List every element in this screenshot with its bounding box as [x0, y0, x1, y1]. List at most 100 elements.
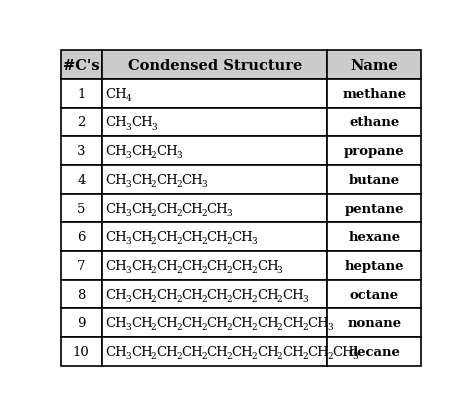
Text: CH: CH — [181, 202, 203, 215]
Text: hexane: hexane — [348, 231, 400, 244]
Text: Name: Name — [351, 59, 398, 72]
Text: 2: 2 — [227, 323, 232, 332]
Text: 3: 3 — [302, 294, 307, 303]
Text: CH: CH — [307, 345, 329, 358]
Text: 2: 2 — [151, 208, 157, 217]
Text: CH: CH — [156, 231, 178, 244]
Text: 3: 3 — [125, 151, 131, 160]
Text: CH: CH — [156, 345, 178, 358]
Text: nonane: nonane — [347, 316, 401, 330]
Text: 9: 9 — [77, 316, 86, 330]
Text: 3: 3 — [125, 208, 131, 217]
Text: ethane: ethane — [349, 116, 400, 129]
Text: CH: CH — [131, 231, 153, 244]
Bar — [328, 51, 421, 80]
Text: 2: 2 — [176, 265, 182, 274]
Text: CH: CH — [232, 288, 253, 301]
Text: 3: 3 — [251, 237, 257, 246]
Bar — [102, 137, 328, 166]
Text: CH: CH — [257, 345, 279, 358]
Text: CH: CH — [181, 259, 203, 272]
Bar — [102, 108, 328, 137]
Bar — [328, 166, 421, 194]
Text: 7: 7 — [77, 259, 86, 272]
Bar — [61, 280, 102, 309]
Text: 2: 2 — [176, 351, 182, 360]
Text: CH: CH — [332, 345, 354, 358]
Text: 2: 2 — [151, 237, 157, 246]
Text: 3: 3 — [327, 323, 333, 332]
Text: 2: 2 — [176, 294, 182, 303]
Text: CH: CH — [131, 316, 153, 330]
Text: 2: 2 — [151, 151, 157, 160]
Text: 2: 2 — [251, 351, 257, 360]
Bar — [328, 108, 421, 137]
Text: CH: CH — [156, 259, 178, 272]
Text: CH: CH — [206, 316, 228, 330]
Bar — [61, 137, 102, 166]
Text: 4: 4 — [125, 94, 132, 102]
Text: CH: CH — [232, 231, 253, 244]
Text: 10: 10 — [73, 345, 90, 358]
Text: Condensed Structure: Condensed Structure — [127, 59, 302, 72]
Text: CH: CH — [106, 202, 127, 215]
Bar — [61, 194, 102, 223]
Text: 3: 3 — [277, 265, 282, 274]
Text: CH: CH — [131, 259, 153, 272]
Text: 2: 2 — [151, 351, 157, 360]
Text: CH: CH — [282, 316, 304, 330]
Text: 2: 2 — [151, 180, 157, 188]
Text: CH: CH — [131, 116, 153, 129]
Text: 2: 2 — [227, 294, 232, 303]
Bar — [102, 194, 328, 223]
Text: 3: 3 — [125, 351, 131, 360]
Text: CH: CH — [131, 288, 153, 301]
Text: 3: 3 — [176, 151, 182, 160]
Text: 2: 2 — [176, 208, 182, 217]
Bar — [328, 223, 421, 252]
Text: 2: 2 — [251, 265, 257, 274]
Bar — [61, 337, 102, 366]
Text: CH: CH — [131, 173, 153, 186]
Text: 2: 2 — [201, 294, 207, 303]
Text: pentane: pentane — [345, 202, 404, 215]
Bar — [102, 51, 328, 80]
Text: CH: CH — [181, 345, 203, 358]
Text: CH: CH — [206, 288, 228, 301]
Text: 2: 2 — [227, 265, 232, 274]
Text: 3: 3 — [227, 208, 232, 217]
Text: 2: 2 — [302, 351, 307, 360]
Bar — [328, 80, 421, 108]
Text: CH: CH — [206, 345, 228, 358]
Text: 2: 2 — [201, 208, 207, 217]
Text: CH: CH — [156, 173, 178, 186]
Bar — [102, 252, 328, 280]
Text: CH: CH — [106, 288, 127, 301]
Text: 3: 3 — [77, 145, 86, 158]
Text: CH: CH — [206, 259, 228, 272]
Text: 3: 3 — [125, 323, 131, 332]
Text: CH: CH — [181, 288, 203, 301]
Text: 2: 2 — [227, 351, 232, 360]
Bar — [61, 108, 102, 137]
Text: 2: 2 — [251, 294, 257, 303]
Text: octane: octane — [350, 288, 399, 301]
Bar — [328, 194, 421, 223]
Text: CH: CH — [106, 88, 127, 101]
Text: 2: 2 — [151, 323, 157, 332]
Bar — [61, 51, 102, 80]
Text: 2: 2 — [176, 323, 182, 332]
Text: 2: 2 — [277, 323, 282, 332]
Text: heptane: heptane — [345, 259, 404, 272]
Text: CH: CH — [206, 202, 228, 215]
Text: 1: 1 — [77, 88, 86, 101]
Text: 2: 2 — [201, 351, 207, 360]
Bar — [328, 280, 421, 309]
Bar — [102, 223, 328, 252]
Bar — [328, 252, 421, 280]
Text: CH: CH — [206, 231, 228, 244]
Text: 2: 2 — [77, 116, 86, 129]
Text: 3: 3 — [352, 351, 358, 360]
Text: butane: butane — [349, 173, 400, 186]
Text: 2: 2 — [277, 351, 282, 360]
